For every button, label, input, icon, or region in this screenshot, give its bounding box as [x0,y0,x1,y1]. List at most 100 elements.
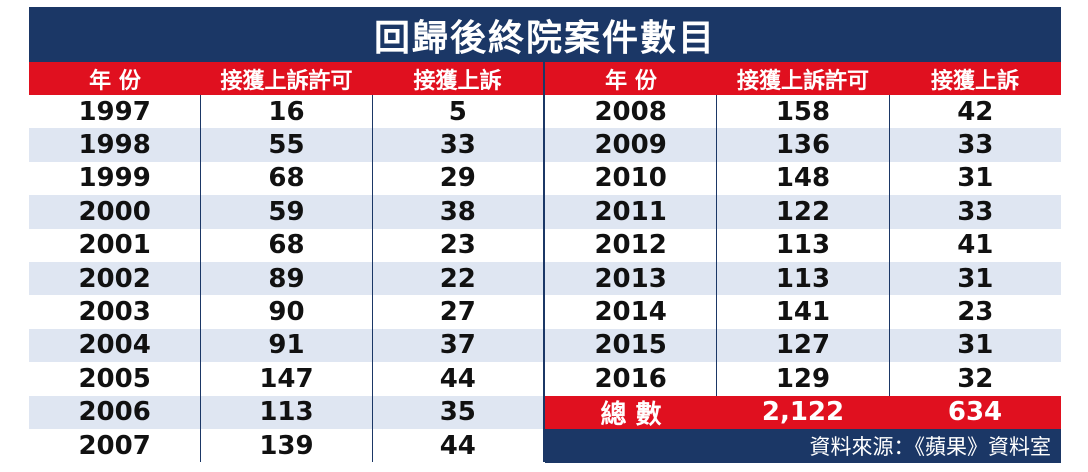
cell-year: 2005 [29,362,202,396]
cell-permissions: 122 [717,195,890,229]
cell-permissions: 113 [717,228,890,262]
left-header-row: 年 份 接獲上訴許可 接獲上訴 [29,62,543,95]
cell-year: 2003 [29,295,202,329]
total-permissions: 2,122 [761,397,845,428]
cell-appeals: 33 [957,130,994,161]
source-bar: 資料來源：《蘋果》資料室 [545,429,1061,463]
cell-year: 2008 [545,95,718,129]
right-table: 年 份 接獲上訴許可 接獲上訴 2008 158 42 2009 136 33 2010 14… [545,62,1061,430]
page-title: 回歸後終院案件數目 [373,17,716,59]
cell-year: 2014 [545,295,718,329]
table-row: 2010 148 31 [545,161,1061,196]
table-row: 2016 129 32 [545,362,1061,396]
cell-permissions: 139 [201,428,373,463]
cell-year: 2011 [545,195,718,229]
total-label: 總 數 [600,399,662,430]
table-row: 1998 55 33 [29,128,543,162]
total-row: 總 數 2,122 634 [545,395,1061,430]
cell-appeals: 44 [439,430,476,461]
cell-appeals: 22 [439,263,476,294]
cell-year: 2015 [545,328,718,363]
cell-year: 2016 [545,362,718,396]
right-header-row: 年 份 接獲上訴許可 接獲上訴 [545,62,1061,95]
cell-appeals: 42 [957,96,994,127]
cell-year: 2009 [545,128,718,162]
table-row: 2006 113 35 [29,395,543,429]
table-row: 2014 141 23 [545,295,1061,329]
cell-appeals: 31 [957,163,994,194]
table-row: 2012 113 41 [545,228,1061,262]
table-graphic: 回歸後終院案件數目 年 份 接獲上訴許可 接獲上訴 1997 16 5 1998 55 3… [29,7,1061,463]
cell-appeals: 38 [439,196,476,227]
cell-appeals: 23 [957,297,994,328]
left-table: 年 份 接獲上訴許可 接獲上訴 1997 16 5 1998 55 33 1999 68 29 2… [29,62,545,463]
cell-appeals: 44 [439,363,476,394]
header-permissions: 接獲上訴許可 [220,68,353,94]
cell-appeals: 37 [439,330,476,361]
cell-appeals: 32 [957,363,994,394]
cell-permissions: 16 [201,95,373,129]
cell-year: 1999 [29,161,202,196]
cell-appeals: 27 [439,297,476,328]
cell-year: 2006 [29,395,202,429]
cell-appeals: 29 [439,163,476,194]
table-row: 2009 136 33 [545,128,1061,162]
total-appeals: 634 [947,397,1003,428]
cell-year: 1997 [29,95,202,129]
cell-permissions: 89 [201,261,373,296]
header-year: 年 份 [89,68,141,94]
source-note: 資料來源：《蘋果》資料室 [809,435,1052,459]
cell-permissions: 136 [717,128,890,162]
header-appeals: 接獲上訴 [413,68,502,94]
table-row: 2004 91 37 [29,328,543,363]
cell-permissions: 127 [717,328,890,363]
cell-permissions: 68 [201,228,373,262]
cell-year: 2001 [29,228,202,262]
cell-permissions: 113 [717,261,890,296]
cell-permissions: 68 [201,161,373,196]
cell-appeals: 31 [957,330,994,361]
cell-year: 2007 [29,428,202,463]
title-bar: 回歸後終院案件數目 [29,7,1061,62]
cell-year: 2004 [29,328,202,363]
table-row: 2000 59 38 [29,195,543,229]
table-row: 2005 147 44 [29,362,543,396]
cell-permissions: 91 [201,328,373,363]
table-row: 2011 122 33 [545,195,1061,229]
cell-permissions: 158 [717,95,890,129]
cell-year: 2013 [545,261,718,296]
table-row: 2001 68 23 [29,228,543,262]
cell-year: 2012 [545,228,718,262]
cell-appeals: 5 [448,96,467,127]
header-appeals: 接獲上訴 [930,68,1019,94]
table-row: 2008 158 42 [545,95,1061,129]
cell-appeals: 31 [957,263,994,294]
cell-year: 1998 [29,128,202,162]
cell-permissions: 129 [717,362,890,396]
cell-permissions: 55 [201,128,373,162]
cell-year: 2002 [29,261,202,296]
cell-permissions: 148 [717,161,890,196]
table-row: 2002 89 22 [29,261,543,296]
cell-permissions: 113 [201,395,373,429]
cell-year: 2010 [545,161,718,196]
table-row: 2015 127 31 [545,328,1061,363]
left-table-body: 1997 16 5 1998 55 33 1999 68 29 2000 59 38 2001 68 23 2… [29,95,543,463]
cell-appeals: 41 [957,230,994,261]
cell-appeals: 23 [439,230,476,261]
cell-permissions: 59 [201,195,373,229]
cell-permissions: 147 [201,362,373,396]
right-table-body: 2008 158 42 2009 136 33 2010 148 31 2011 122 33 2012… [545,95,1061,396]
cell-appeals: 33 [957,196,994,227]
cell-appeals: 35 [439,397,476,428]
cell-permissions: 90 [201,295,373,329]
header-permissions: 接獲上訴許可 [736,68,869,94]
table-row: 1999 68 29 [29,161,543,196]
table-row: 2007 139 44 [29,428,543,463]
cell-appeals: 33 [439,130,476,161]
cell-permissions: 141 [717,295,890,329]
header-year: 年 份 [605,68,657,94]
table-row: 2013 113 31 [545,261,1061,296]
table-row: 1997 16 5 [29,95,543,129]
cell-year: 2000 [29,195,202,229]
